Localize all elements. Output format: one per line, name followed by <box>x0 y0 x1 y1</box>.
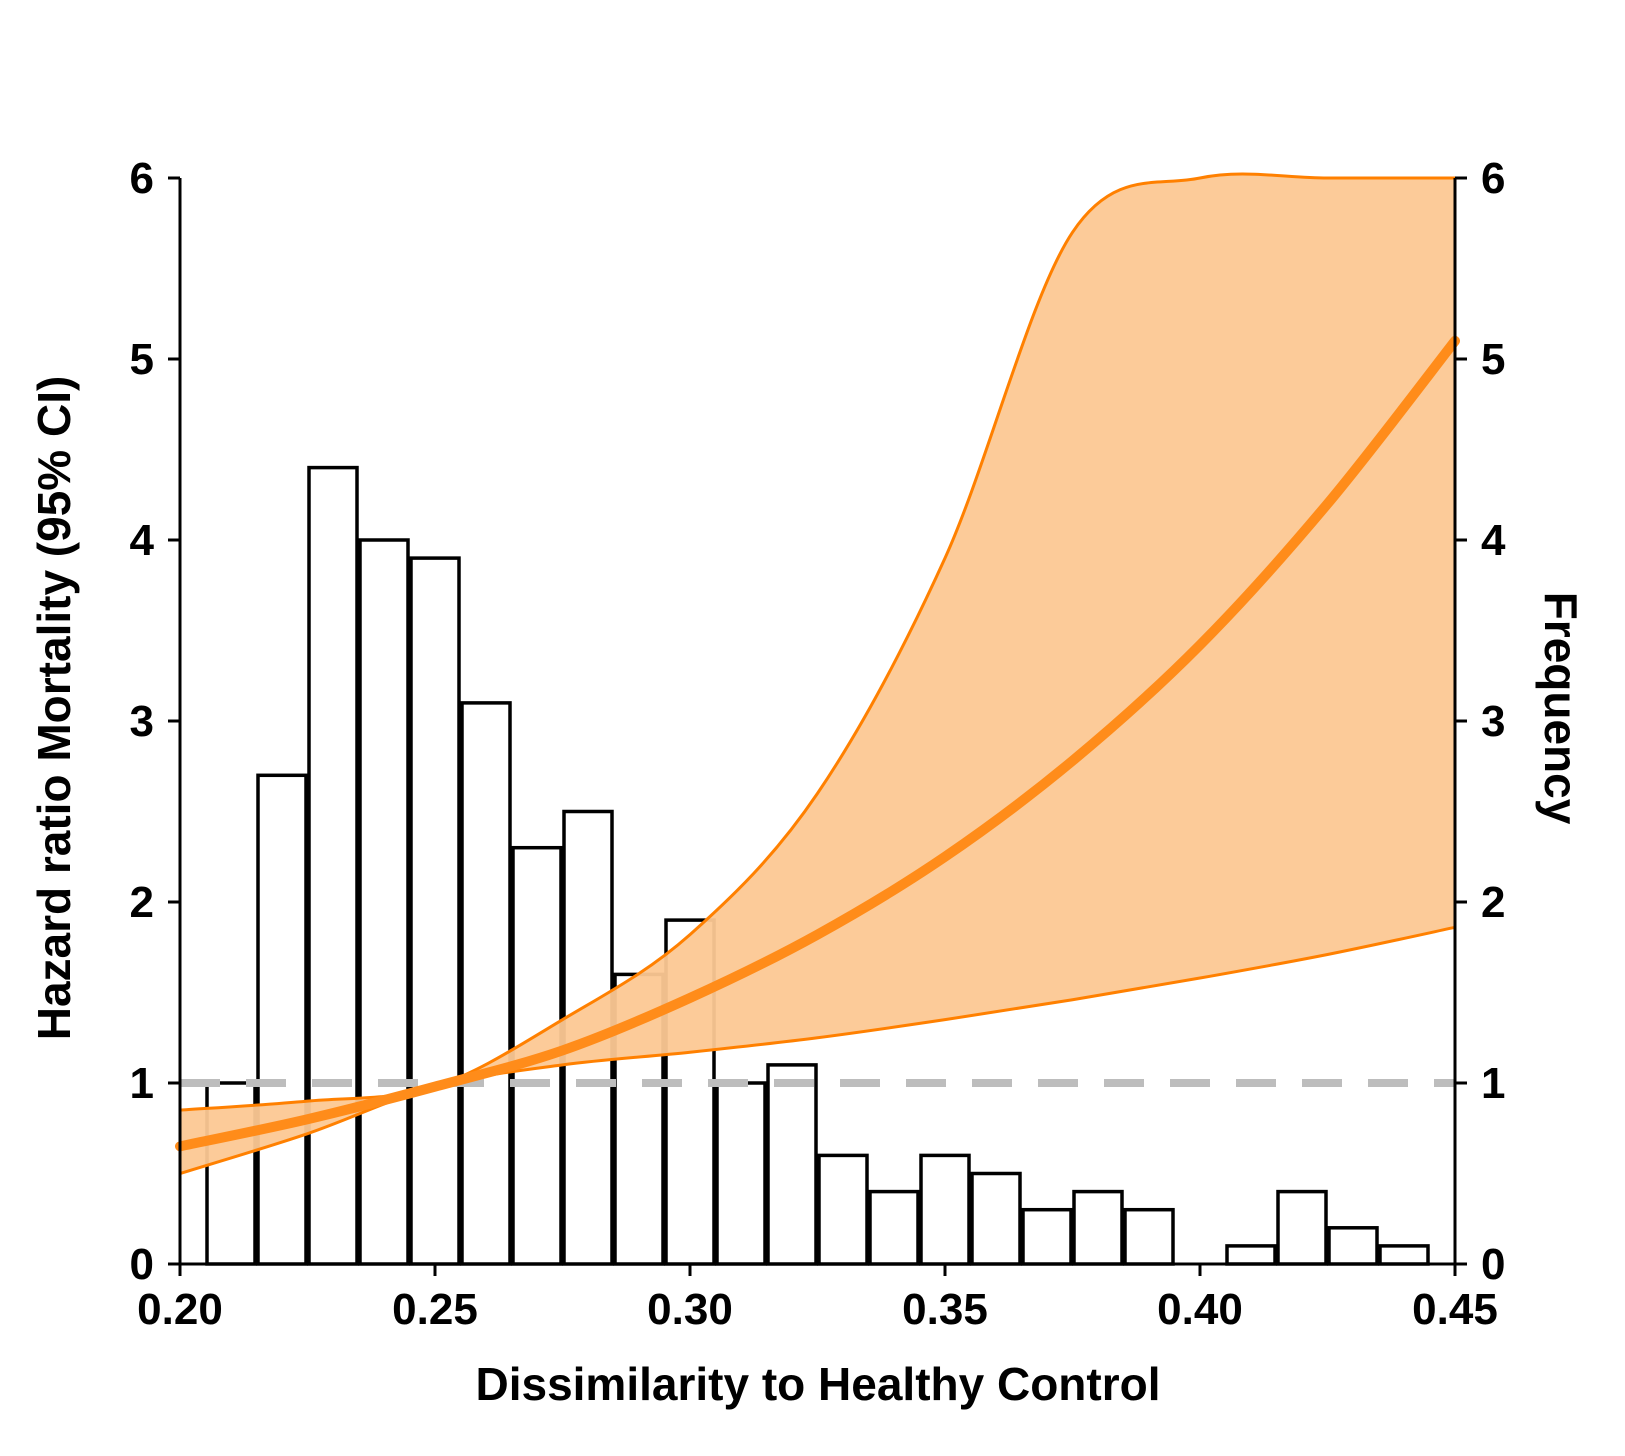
y-tick-label-right: 6 <box>1481 154 1505 203</box>
y-tick-label-left: 0 <box>130 1240 154 1289</box>
x-axis-title: Dissimilarity to Healthy Control <box>475 1358 1160 1410</box>
y-tick-label-right: 3 <box>1481 697 1505 746</box>
histogram-bar <box>256 773 308 1266</box>
confidence-band-area <box>180 173 1455 1174</box>
x-tick-label: 0.45 <box>1412 1285 1498 1334</box>
histogram-bar <box>409 556 461 1266</box>
y-tick-label-right: 4 <box>1481 516 1506 565</box>
hazard-ratio-estimate <box>175 335 1460 1152</box>
histogram-bar <box>1327 1226 1379 1266</box>
axes <box>168 176 1467 1276</box>
histogram-bar <box>970 1171 1022 1266</box>
y-tick-label-left: 4 <box>130 516 155 565</box>
histogram-bar <box>1276 1189 1328 1266</box>
y-tick-label-left: 5 <box>130 335 154 384</box>
histogram-bars <box>205 465 1430 1266</box>
histogram-bar <box>1225 1244 1277 1266</box>
y-axis-title-right: Frequency <box>1535 592 1587 825</box>
histogram-bar <box>460 701 512 1266</box>
y-tick-label-left: 1 <box>130 1059 154 1108</box>
y-tick-label-right: 2 <box>1481 878 1505 927</box>
x-tick-label: 0.25 <box>392 1285 478 1334</box>
y-tick-label-right: 5 <box>1481 335 1505 384</box>
histogram-bar <box>1072 1189 1124 1266</box>
y-tick-label-left: 6 <box>130 154 154 203</box>
y-tick-label-left: 2 <box>130 878 154 927</box>
histogram-bar <box>919 1153 971 1266</box>
histogram-bar <box>358 538 410 1266</box>
histogram-bar <box>1123 1207 1175 1266</box>
y-tick-label-right: 0 <box>1481 1240 1505 1289</box>
x-tick-label: 0.20 <box>137 1285 223 1334</box>
histogram-bar <box>1378 1244 1430 1266</box>
y-tick-label-right: 1 <box>1481 1059 1505 1108</box>
x-tick-label: 0.35 <box>902 1285 988 1334</box>
y-axis-title-left: Hazard ratio Mortality (95% CI) <box>28 376 80 1041</box>
histogram-bar <box>715 1081 767 1266</box>
y-tick-label-left: 3 <box>130 697 154 746</box>
x-tick-label: 0.30 <box>647 1285 733 1334</box>
histogram-bar <box>817 1153 869 1266</box>
histogram-bar <box>868 1189 920 1266</box>
x-tick-label: 0.40 <box>1157 1285 1243 1334</box>
hazard-ratio-line <box>175 335 1460 1152</box>
histogram-bar <box>1021 1207 1073 1266</box>
histogram-bar <box>307 465 359 1266</box>
histogram-bar <box>766 1063 818 1266</box>
